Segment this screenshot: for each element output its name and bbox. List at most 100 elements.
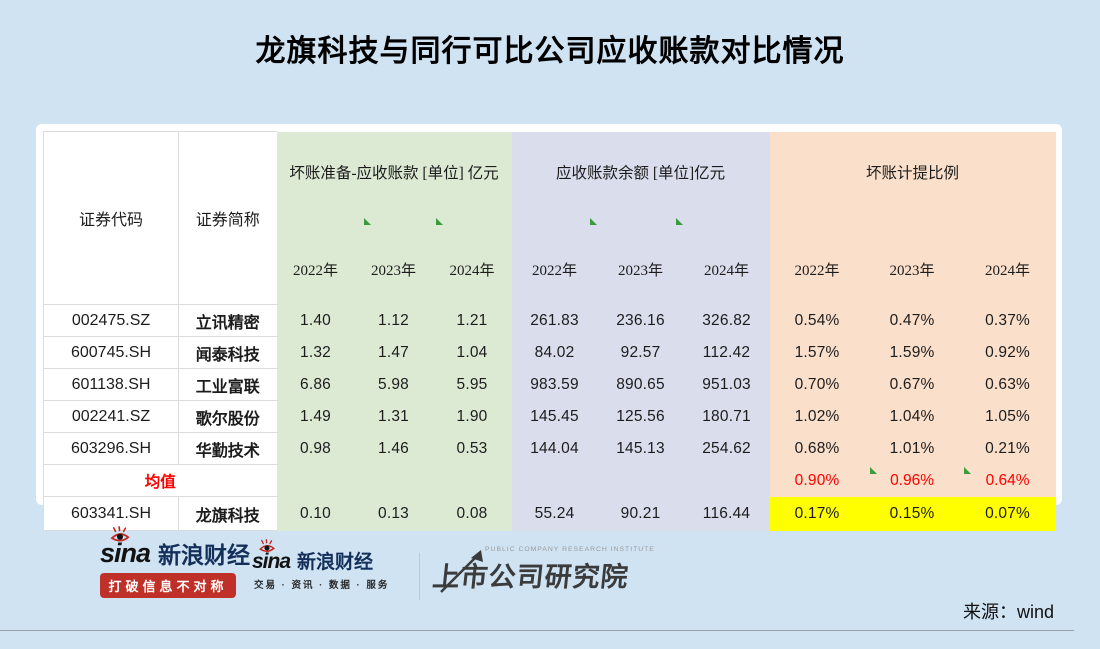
table-row: 002475.SZ 立讯精密 1.40 1.12 1.21 261.83 236… (43, 304, 1056, 337)
footer-rule (0, 630, 1074, 631)
year-header: 2024年 (432, 240, 512, 305)
sina-eye-icon (259, 539, 275, 552)
ratio-value: 0.47% (864, 304, 960, 337)
institute-logo: PUBLIC COMPANY RESEARCH INSTITUTE 上市公司研究… (431, 546, 673, 594)
group-title: 应收账款余额 [单位]亿元 (555, 165, 726, 182)
balance-value: 254.62 (683, 432, 770, 465)
security-name: 闻泰科技 (178, 336, 277, 369)
provision-value: 1.49 (276, 400, 355, 433)
balance-value: 951.03 (683, 368, 770, 401)
comment-marker-icon (869, 466, 877, 474)
institute-subtitle: PUBLIC COMPANY RESEARCH INSTITUTE (485, 546, 655, 553)
provision-value: 0.98 (276, 432, 355, 465)
provision-value: 5.95 (432, 368, 512, 401)
balance-value: 144.04 (511, 432, 598, 465)
provision-value: 1.46 (354, 432, 433, 465)
provision-value: 1.04 (432, 336, 512, 369)
ratio-value: 0.63% (959, 368, 1056, 401)
provision-value: 1.40 (276, 304, 355, 337)
provision-value: 0.10 (276, 496, 355, 531)
arrow-icon (440, 550, 483, 593)
security-code: 002241.SZ (43, 400, 179, 433)
ratio-value: 0.68% (769, 432, 865, 465)
footer-divider (419, 553, 420, 600)
comment-marker-icon (363, 217, 371, 225)
balance-value: 55.24 (511, 496, 598, 531)
sina-finance-logo-2: sina 新浪财经 交易 · 资讯 · 数据 · 服务 (252, 539, 389, 591)
balance-value: 92.57 (597, 336, 684, 369)
comment-marker-icon (675, 217, 683, 225)
year-header: 2023年 (864, 240, 960, 305)
col-header-code: 证券代码 (43, 131, 179, 305)
comment-marker-icon (435, 217, 443, 225)
ratio-value: 0.67% (864, 368, 960, 401)
comment-marker-icon (589, 217, 597, 225)
table-card: 证券代码 证券简称 坏账准备-应收账款 [单位] 亿元 应收账款余额 [单位]亿… (36, 124, 1062, 531)
balance-value: 326.82 (683, 304, 770, 337)
year-header: 2022年 (276, 240, 355, 305)
ratio-value: 1.04% (864, 400, 960, 433)
group-header-provision: 坏账准备-应收账款 [单位] 亿元 (276, 131, 512, 241)
comparison-table: 证券代码 证券简称 坏账准备-应收账款 [单位] 亿元 应收账款余额 [单位]亿… (43, 131, 1056, 531)
balance-value: 180.71 (683, 400, 770, 433)
sina-brand-text: 新浪财经 (158, 542, 251, 568)
ratio-value: 0.17% (769, 496, 865, 531)
year-header: 2023年 (597, 240, 684, 305)
provision-value: 0.13 (354, 496, 433, 531)
average-ratio-cell: 0.64% (959, 464, 1056, 497)
security-code: 603296.SH (43, 432, 179, 465)
year-header: 2024年 (959, 240, 1056, 305)
balance-value: 983.59 (511, 368, 598, 401)
security-name: 工业富联 (178, 368, 277, 401)
provision-value: 5.98 (354, 368, 433, 401)
average-ratio-value: 0.96% (890, 471, 935, 489)
page-title: 龙旗科技与同行可比公司应收账款对比情况 (255, 35, 845, 68)
balance-value: 116.44 (683, 496, 770, 531)
average-ratio-cell: 0.96% (864, 464, 960, 497)
security-name: 华勤技术 (178, 432, 277, 465)
year-header: 2024年 (683, 240, 770, 305)
provision-value: 6.86 (276, 368, 355, 401)
provision-value: 0.08 (432, 496, 512, 531)
sina-slogan-badge: 打破信息不对称 (100, 573, 236, 598)
source-label: 来源：wind (962, 602, 1054, 622)
year-header: 2022年 (511, 240, 598, 305)
group-title: 坏账计提比例 (866, 165, 960, 182)
table-row: 603296.SH 华勤技术 0.98 1.46 0.53 144.04 145… (43, 432, 1056, 465)
table-row: 601138.SH 工业富联 6.86 5.98 5.95 983.59 890… (43, 368, 1056, 401)
col-header-name: 证券简称 (178, 131, 277, 305)
sina-brand-text: 新浪财经 (297, 552, 374, 573)
highlight-row-longqi: 603341.SH 龙旗科技 0.10 0.13 0.08 55.24 90.2… (43, 496, 1056, 531)
security-code: 002475.SZ (43, 304, 179, 337)
group-header-ratio: 坏账计提比例 (769, 131, 1056, 241)
ratio-value: 0.92% (959, 336, 1056, 369)
security-code: 603341.SH (43, 496, 179, 531)
ratio-value: 1.57% (769, 336, 865, 369)
ratio-value: 0.07% (959, 496, 1056, 531)
comment-marker-icon (963, 466, 971, 474)
security-name: 龙旗科技 (178, 496, 277, 531)
provision-value: 1.31 (354, 400, 433, 433)
year-header: 2023年 (354, 240, 433, 305)
provision-value: 1.32 (276, 336, 355, 369)
sina-finance-logo: sina 新浪财经 打破信息不对称 (100, 526, 251, 598)
sina-wordmark: sina (100, 526, 151, 567)
balance-value: 236.16 (597, 304, 684, 337)
ratio-value: 1.02% (769, 400, 865, 433)
security-code: 600745.SH (43, 336, 179, 369)
balance-value: 112.42 (683, 336, 770, 369)
balance-value: 145.13 (597, 432, 684, 465)
group-title: 坏账准备-应收账款 [单位] 亿元 (289, 165, 499, 182)
sina-wordmark: sina (252, 539, 291, 572)
ratio-value: 0.54% (769, 304, 865, 337)
average-ratio-value: 0.64% (985, 471, 1030, 489)
year-header: 2022年 (769, 240, 865, 305)
provision-value: 0.53 (432, 432, 512, 465)
security-name: 立讯精密 (178, 304, 277, 337)
provision-value: 1.21 (432, 304, 512, 337)
group-header-balance: 应收账款余额 [单位]亿元 (511, 131, 770, 241)
average-label: 均值 (43, 464, 277, 497)
average-ratio-value: 0.90% (769, 464, 865, 497)
ratio-value: 1.01% (864, 432, 960, 465)
security-code: 601138.SH (43, 368, 179, 401)
